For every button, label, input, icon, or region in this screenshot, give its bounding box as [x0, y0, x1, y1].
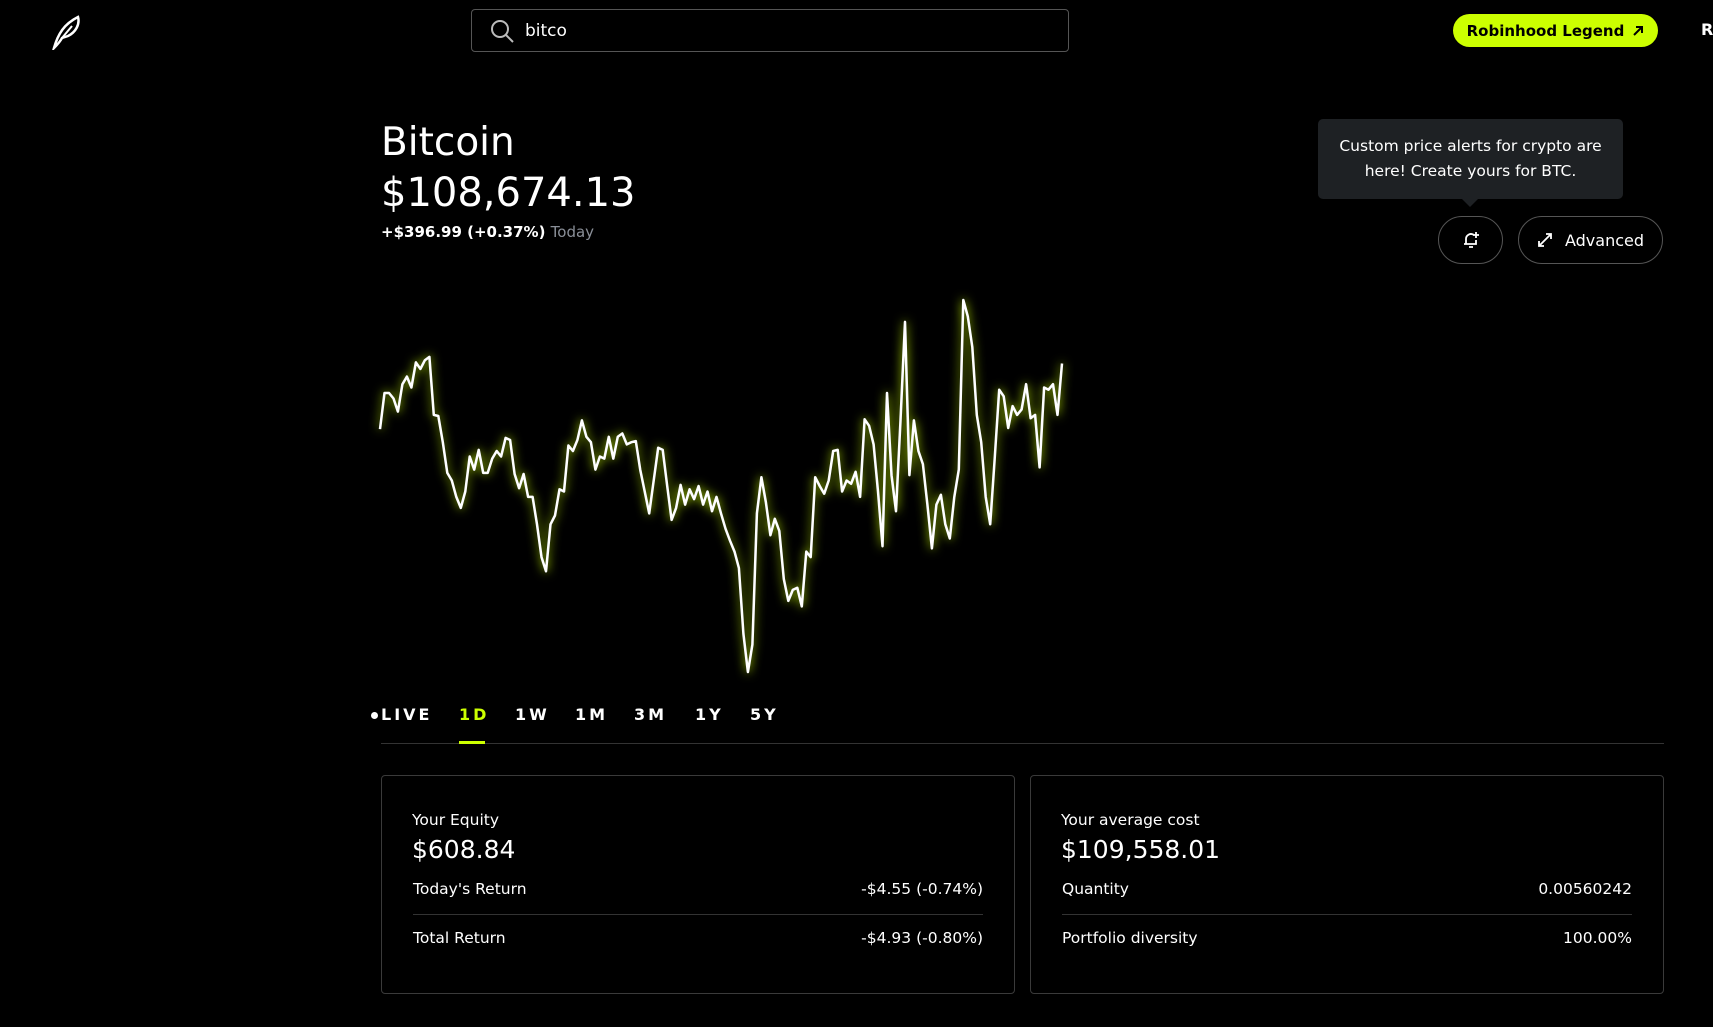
- arrow-icon: [1633, 25, 1644, 36]
- legend-button[interactable]: Robinhood Legend: [1453, 14, 1658, 47]
- legend-label: Robinhood Legend: [1466, 21, 1625, 40]
- range-tab[interactable]: 3M: [634, 705, 668, 724]
- price-line: [378, 298, 1064, 674]
- tab-underline: [459, 741, 485, 744]
- row-value: 0.00560242: [1538, 880, 1632, 898]
- tooltip: Custom price alerts for crypto are here!…: [1318, 119, 1623, 207]
- search-query: bitco: [525, 21, 567, 41]
- expand-icon: [1538, 233, 1552, 247]
- card-label: Your average cost: [1061, 811, 1200, 829]
- range-tab[interactable]: 1W: [515, 705, 550, 724]
- row-divider: [1062, 914, 1632, 915]
- stat-card: Your average cost $109,558.01 Quantity 0.00…: [1030, 775, 1664, 994]
- range-tab[interactable]: 5Y: [750, 705, 779, 724]
- row-label: Quantity: [1062, 880, 1129, 898]
- row-value: 100.00%: [1563, 929, 1632, 947]
- search-box[interactable]: bitco: [471, 9, 1069, 52]
- stat-card: Your Equity $608.84 Today's Return -$4.55 (…: [381, 775, 1015, 994]
- live-dot: [371, 712, 378, 719]
- range-tab[interactable]: 1M: [575, 705, 609, 724]
- change-period: Today: [550, 223, 595, 241]
- advanced-button[interactable]: Advanced: [1518, 216, 1663, 264]
- row-label: Portfolio diversity: [1062, 929, 1198, 947]
- separator: [381, 743, 1664, 744]
- nav-link[interactable]: Re: [1701, 20, 1713, 39]
- asset-name: Bitcoin: [381, 120, 515, 165]
- range-tab[interactable]: 1D: [459, 705, 490, 724]
- card-label: Your Equity: [412, 811, 500, 829]
- price-change: +$396.99 (+0.37%) Today: [381, 223, 594, 241]
- asset-price: $108,674.13: [381, 170, 636, 216]
- range-tab[interactable]: 1Y: [695, 705, 724, 724]
- row-label: Today's Return: [413, 880, 527, 898]
- card-value: $608.84: [412, 835, 516, 864]
- row-divider: [413, 914, 983, 915]
- search-icon: [491, 20, 514, 43]
- logo[interactable]: [48, 14, 84, 50]
- stat-row: Quantity 0.00560242: [1062, 880, 1632, 904]
- bell-icon: [1463, 232, 1479, 248]
- change-value: +$396.99 (+0.37%): [381, 223, 546, 241]
- alert-button[interactable]: [1438, 216, 1503, 264]
- stat-row: Portfolio diversity 100.00%: [1062, 929, 1632, 953]
- range-tab[interactable]: LIVE: [381, 705, 433, 724]
- row-label: Total Return: [413, 929, 506, 947]
- row-value: -$4.55 (-0.74%): [861, 880, 983, 898]
- row-value: -$4.93 (-0.80%): [861, 929, 983, 947]
- price-chart: [378, 298, 1064, 674]
- card-value: $109,558.01: [1061, 835, 1221, 864]
- stat-row: Today's Return -$4.55 (-0.74%): [413, 880, 983, 904]
- stat-row: Total Return -$4.93 (-0.80%): [413, 929, 983, 953]
- advanced-label: Advanced: [1564, 230, 1645, 250]
